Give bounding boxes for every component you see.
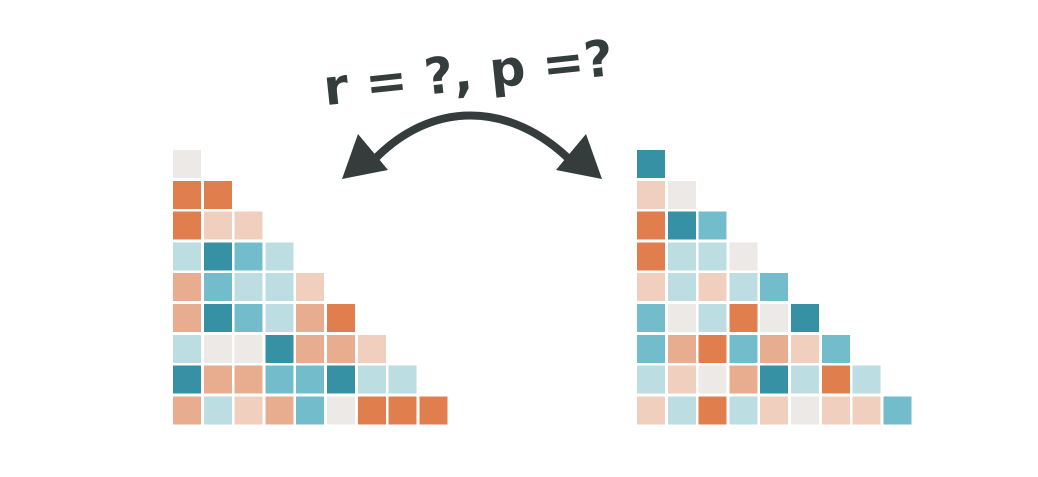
matrix-cell	[296, 273, 325, 302]
matrix-cell	[357, 334, 386, 363]
matrix-cell	[234, 304, 263, 332]
matrix-cell	[821, 334, 850, 363]
matrix-cell	[327, 396, 355, 425]
matrix-cell	[637, 211, 665, 240]
matrix-cell	[296, 304, 325, 332]
right-arrowhead	[556, 134, 602, 179]
matrix-cell	[667, 334, 696, 363]
matrix-cell	[637, 150, 665, 178]
matrix-cell	[637, 365, 665, 394]
question-caption: r = ?, p =?	[321, 29, 616, 117]
matrix-cell	[821, 365, 850, 394]
matrix-cell	[637, 180, 665, 209]
matrix-cell	[357, 396, 386, 425]
matrix-cell	[234, 365, 263, 394]
matrix-cell	[791, 304, 819, 332]
matrix-cell	[637, 242, 665, 271]
matrix-cell	[667, 211, 696, 240]
left-arrowhead	[342, 134, 388, 179]
matrix-cell	[203, 304, 232, 332]
matrix-cell	[698, 211, 727, 240]
matrix-cell	[667, 396, 696, 425]
matrix-cell	[667, 365, 696, 394]
matrix-cell	[265, 273, 294, 302]
matrix-cell	[760, 334, 789, 363]
matrix-cell	[265, 365, 294, 394]
matrix-cell	[388, 396, 417, 425]
matrix-cell	[760, 304, 789, 332]
double-arrow-icon	[342, 111, 602, 179]
matrix-cell	[667, 242, 696, 271]
matrix-cell	[729, 242, 758, 271]
matrix-cell	[173, 273, 201, 302]
matrix-cell	[203, 211, 232, 240]
matrix-cell	[637, 396, 665, 425]
left-correlation-matrix	[173, 150, 448, 425]
matrix-cell	[791, 365, 819, 394]
matrix-cell	[234, 396, 263, 425]
matrix-cell	[357, 365, 386, 394]
matrix-cell	[203, 242, 232, 271]
matrix-cell	[637, 304, 665, 332]
right-correlation-matrix	[637, 150, 912, 425]
matrix-cell	[821, 396, 850, 425]
matrix-cell	[173, 242, 201, 271]
matrix-cell	[729, 396, 758, 425]
matrix-cell	[852, 396, 881, 425]
matrix-cell	[698, 304, 727, 332]
matrix-cell	[203, 180, 232, 209]
matrix-cell	[173, 150, 201, 178]
matrix-cell	[760, 365, 789, 394]
matrix-cell	[698, 396, 727, 425]
matrix-cell	[729, 334, 758, 363]
arrow-shaft	[368, 111, 576, 166]
matrix-cell	[173, 180, 201, 209]
matrix-cell	[883, 396, 912, 425]
matrix-cell	[388, 365, 417, 394]
matrix-cell	[667, 180, 696, 209]
matrix-cell	[791, 334, 819, 363]
matrix-cell	[327, 365, 355, 394]
matrix-cell	[265, 396, 294, 425]
matrix-cell	[760, 396, 789, 425]
matrix-cell	[173, 211, 201, 240]
matrix-cell	[203, 396, 232, 425]
matrix-cell	[265, 334, 294, 363]
matrix-cell	[234, 211, 263, 240]
matrix-cell	[667, 273, 696, 302]
matrix-cell	[173, 396, 201, 425]
matrix-cell	[698, 273, 727, 302]
matrix-cell	[296, 365, 325, 394]
matrix-cell	[419, 396, 448, 425]
matrix-cell	[760, 273, 789, 302]
matrix-cell	[296, 334, 325, 363]
matrix-cell	[729, 365, 758, 394]
matrix-cell	[698, 242, 727, 271]
matrix-cell	[173, 334, 201, 363]
matrix-cell	[265, 242, 294, 271]
matrix-cell	[203, 334, 232, 363]
matrix-cell	[173, 365, 201, 394]
matrix-cell	[296, 396, 325, 425]
matrix-cell	[234, 273, 263, 302]
matrix-cell	[667, 304, 696, 332]
matrix-cell	[637, 273, 665, 302]
matrix-cell	[698, 365, 727, 394]
matrix-cell	[203, 365, 232, 394]
matrix-cell	[327, 334, 355, 363]
matrix-cell	[173, 304, 201, 332]
matrix-cell	[729, 304, 758, 332]
matrix-cell	[327, 304, 355, 332]
matrix-cell	[698, 334, 727, 363]
matrix-cell	[203, 273, 232, 302]
matrix-cell	[791, 396, 819, 425]
matrix-cell	[729, 273, 758, 302]
matrix-cell	[852, 365, 881, 394]
matrix-cell	[265, 304, 294, 332]
matrix-cell	[234, 334, 263, 363]
matrix-cell	[234, 242, 263, 271]
matrix-cell	[637, 334, 665, 363]
